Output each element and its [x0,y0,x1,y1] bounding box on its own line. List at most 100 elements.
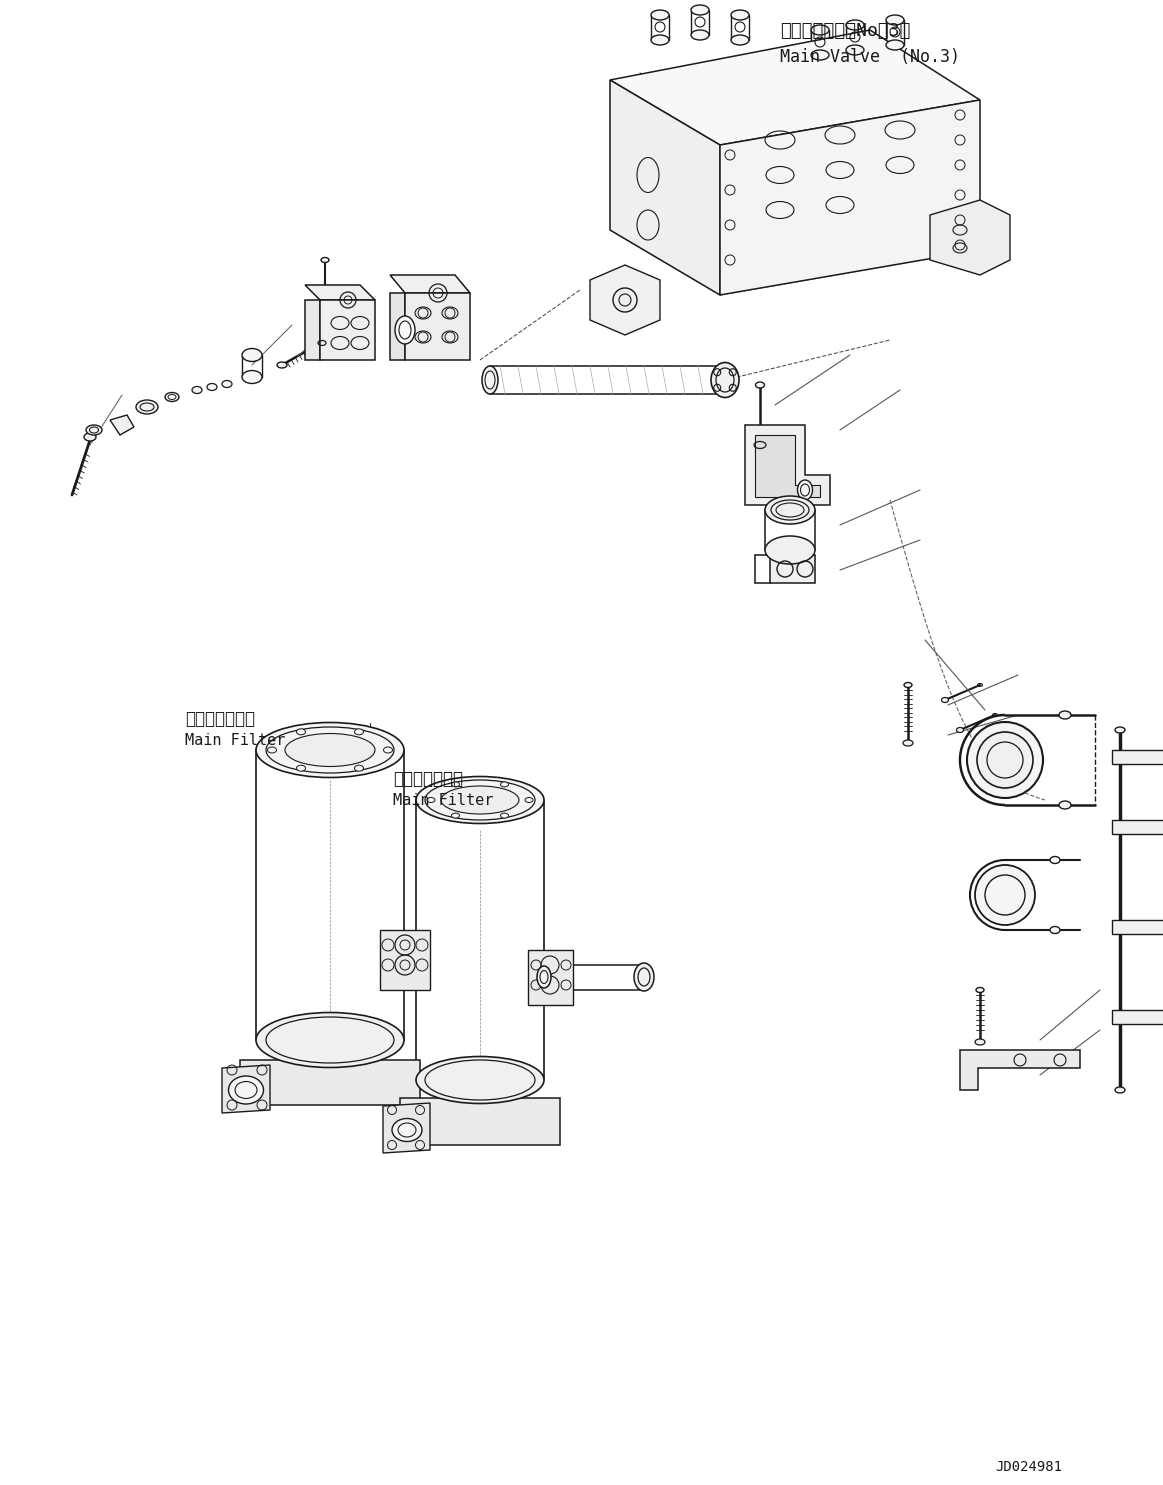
Ellipse shape [711,362,739,398]
Ellipse shape [355,765,364,771]
Ellipse shape [451,814,459,818]
Polygon shape [528,950,573,1005]
Text: Main Filter: Main Filter [185,734,285,748]
Ellipse shape [165,392,179,401]
Ellipse shape [765,496,815,524]
Bar [1112,820,1163,835]
Ellipse shape [732,36,749,45]
Ellipse shape [712,365,728,394]
Polygon shape [222,1065,270,1112]
Text: Main Filter: Main Filter [393,793,493,808]
Polygon shape [745,425,830,505]
Polygon shape [305,285,374,300]
Ellipse shape [811,25,829,36]
Ellipse shape [481,365,498,394]
Ellipse shape [975,1040,985,1045]
Ellipse shape [886,15,904,25]
Ellipse shape [1059,711,1071,719]
Polygon shape [755,435,820,497]
Polygon shape [110,414,134,435]
Ellipse shape [956,728,963,732]
Ellipse shape [756,382,764,388]
Ellipse shape [1115,728,1125,734]
Ellipse shape [1059,800,1071,809]
Bar [1112,1010,1163,1025]
Ellipse shape [86,425,102,435]
Circle shape [966,722,1043,797]
Text: メインバルブ（No．3）: メインバルブ（No．3） [780,22,911,40]
Polygon shape [383,1103,430,1152]
Ellipse shape [416,777,544,824]
Ellipse shape [222,380,231,388]
Ellipse shape [651,36,669,45]
Text: Main Valve  (No.3): Main Valve (No.3) [780,48,959,65]
Circle shape [975,864,1035,925]
Ellipse shape [904,683,912,688]
Ellipse shape [525,797,533,802]
Ellipse shape [297,729,306,735]
Ellipse shape [798,480,813,500]
Ellipse shape [451,783,459,787]
Ellipse shape [1050,857,1059,863]
Ellipse shape [192,386,202,394]
Ellipse shape [886,40,904,50]
Ellipse shape [942,698,949,702]
Ellipse shape [267,747,277,753]
Ellipse shape [1050,927,1059,934]
Ellipse shape [84,434,97,441]
Polygon shape [405,293,470,359]
Polygon shape [305,300,320,359]
Ellipse shape [242,370,262,383]
Bar [1112,750,1163,763]
Ellipse shape [207,383,217,391]
Ellipse shape [392,1118,422,1142]
Ellipse shape [1115,1087,1125,1093]
Polygon shape [240,1060,420,1105]
Polygon shape [959,1050,1080,1090]
Text: JD024981: JD024981 [996,1460,1062,1475]
Ellipse shape [256,723,404,778]
Ellipse shape [136,399,158,414]
Ellipse shape [297,765,306,771]
Ellipse shape [846,19,864,30]
Ellipse shape [846,45,864,55]
Ellipse shape [384,747,392,753]
Ellipse shape [500,814,508,818]
Polygon shape [770,555,815,584]
Text: メインフィルタ: メインフィルタ [393,771,463,789]
Polygon shape [320,300,374,359]
Polygon shape [380,930,430,990]
Ellipse shape [811,50,829,59]
Ellipse shape [732,10,749,19]
Ellipse shape [416,1056,544,1103]
Polygon shape [611,80,720,296]
Polygon shape [590,264,659,336]
Bar [1112,921,1163,934]
Ellipse shape [395,316,415,345]
Text: メインフィルタ: メインフィルタ [185,710,255,728]
Ellipse shape [651,10,669,19]
Ellipse shape [691,30,709,40]
Ellipse shape [285,734,374,766]
Polygon shape [390,293,405,359]
Ellipse shape [691,4,709,15]
Ellipse shape [242,349,262,361]
Ellipse shape [427,797,435,802]
Ellipse shape [355,729,364,735]
Ellipse shape [441,786,519,814]
Polygon shape [720,99,980,296]
Polygon shape [400,1097,561,1145]
Circle shape [977,732,1033,789]
Polygon shape [930,200,1009,275]
Polygon shape [611,30,980,146]
Ellipse shape [277,362,287,368]
Ellipse shape [765,536,815,564]
Ellipse shape [321,257,329,263]
Ellipse shape [228,1077,264,1103]
Ellipse shape [537,967,551,988]
Ellipse shape [902,740,913,745]
Ellipse shape [976,988,984,992]
Ellipse shape [634,962,654,990]
Ellipse shape [500,783,508,787]
Polygon shape [390,275,470,293]
